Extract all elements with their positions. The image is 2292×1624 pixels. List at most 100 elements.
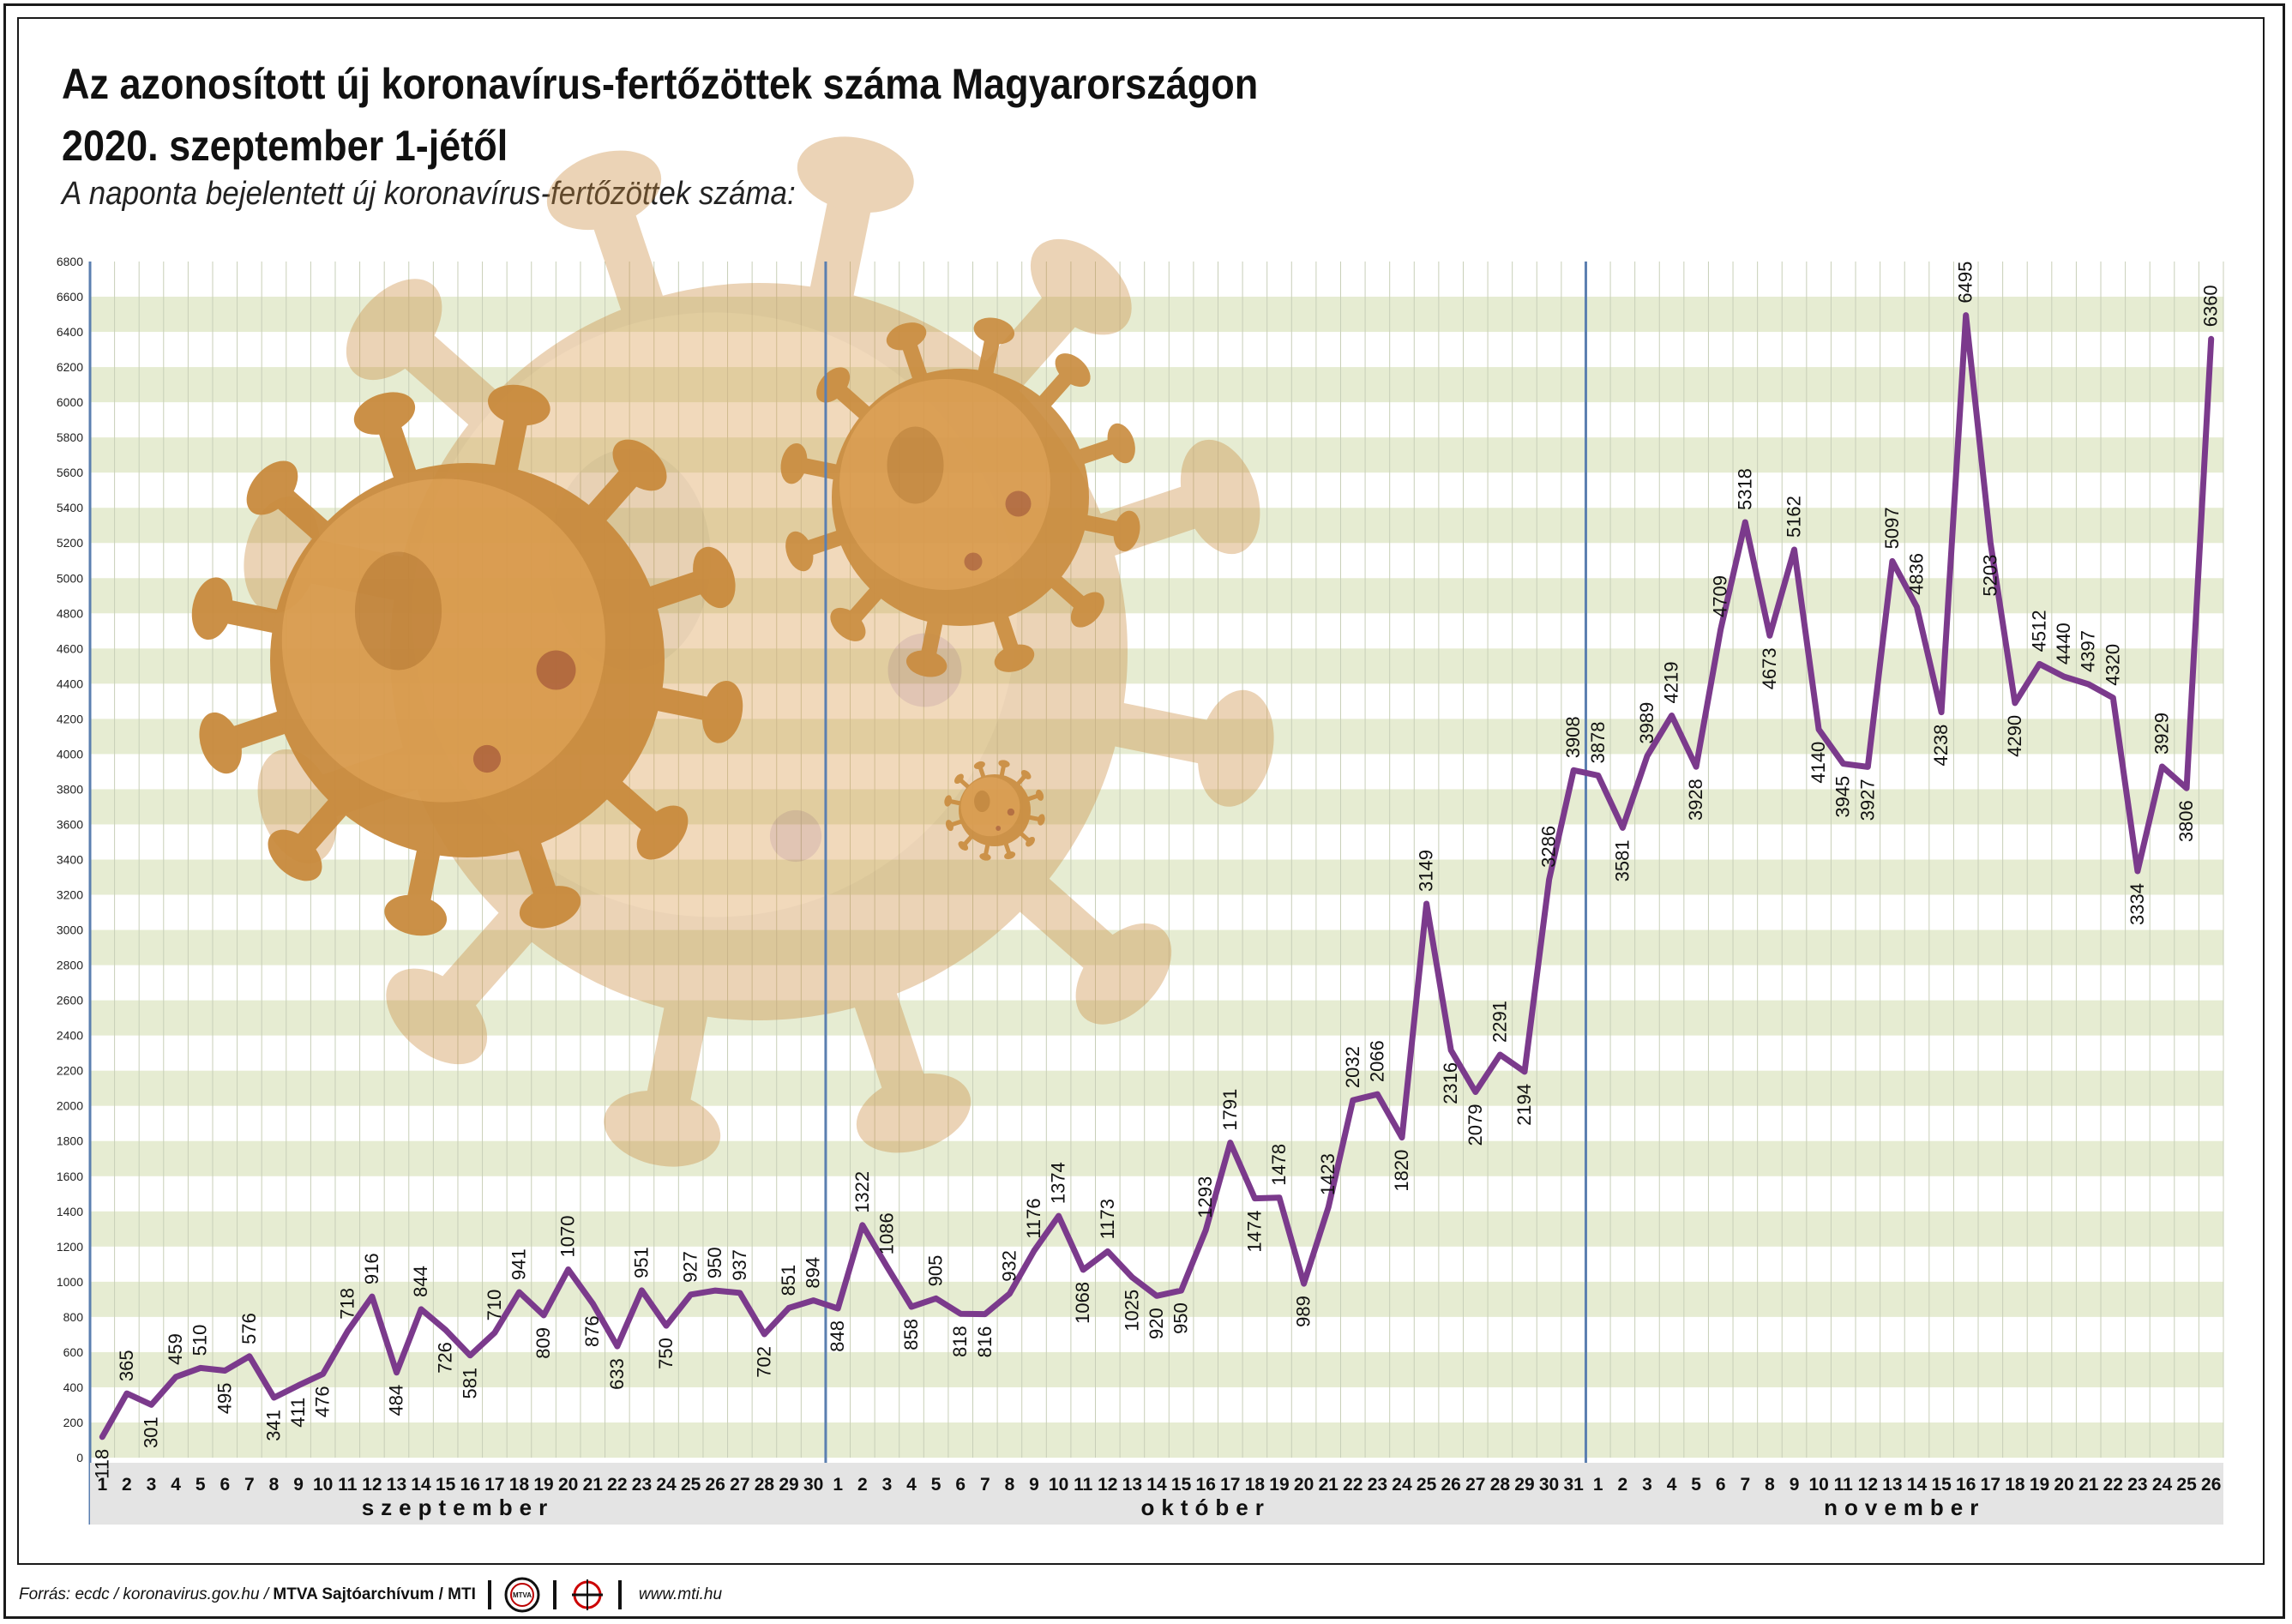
data-point bbox=[1963, 312, 1969, 318]
data-point bbox=[1988, 539, 1994, 545]
source-text: Forrás: ecdc / koronavirus.gov.hu / bbox=[19, 1585, 274, 1603]
data-point bbox=[1791, 547, 1797, 553]
chart-title-line2: 2020. szeptember 1-jétől bbox=[62, 122, 508, 170]
data-point bbox=[1154, 1293, 1159, 1299]
data-label: 818 bbox=[949, 1326, 971, 1357]
month-label: november bbox=[1824, 1495, 1985, 1520]
y-tick-label: 5000 bbox=[57, 571, 83, 585]
coronavirus-illustration-medium bbox=[780, 317, 1140, 677]
x-tick-label: 21 bbox=[1319, 1475, 1339, 1495]
data-label: 341 bbox=[262, 1410, 284, 1441]
virus-spot bbox=[1007, 808, 1015, 816]
data-point bbox=[664, 1323, 670, 1329]
data-point bbox=[2159, 763, 2165, 769]
data-label: 851 bbox=[778, 1265, 799, 1296]
data-point bbox=[737, 1290, 743, 1296]
data-label: 1423 bbox=[1317, 1153, 1339, 1195]
y-tick-label: 3000 bbox=[57, 923, 83, 937]
x-tick-label: 5 bbox=[196, 1475, 206, 1495]
data-label: 581 bbox=[459, 1368, 480, 1399]
x-tick-label: 15 bbox=[1931, 1475, 1952, 1495]
data-label: 2194 bbox=[1513, 1084, 1535, 1126]
data-label: 484 bbox=[385, 1385, 406, 1416]
data-label: 4440 bbox=[2053, 623, 2074, 665]
x-tick-label: 12 bbox=[1858, 1475, 1878, 1495]
data-point bbox=[884, 1264, 890, 1270]
x-tick-label: 8 bbox=[269, 1475, 280, 1495]
data-point bbox=[1178, 1288, 1184, 1294]
x-tick-label: 30 bbox=[803, 1475, 823, 1495]
data-point bbox=[1252, 1195, 1258, 1201]
y-tick-label: 1600 bbox=[57, 1170, 83, 1183]
virus-spot bbox=[472, 744, 502, 773]
x-tick-label: 26 bbox=[1441, 1475, 1460, 1495]
data-point bbox=[761, 1331, 767, 1337]
data-label: 876 bbox=[581, 1315, 603, 1347]
y-tick-label: 4000 bbox=[57, 747, 83, 761]
data-label: 710 bbox=[484, 1290, 505, 1321]
data-point bbox=[614, 1344, 620, 1350]
data-point bbox=[369, 1294, 375, 1300]
virus-spike bbox=[1051, 474, 1242, 568]
x-tick-label: 1 bbox=[833, 1475, 843, 1495]
virus-spike-tip bbox=[701, 680, 743, 743]
x-tick-label: 9 bbox=[293, 1475, 304, 1495]
virus-spike-tip bbox=[1004, 851, 1016, 860]
x-tick-label: 6 bbox=[1716, 1475, 1726, 1495]
x-tick-label: 7 bbox=[980, 1475, 990, 1495]
y-tick-label: 600 bbox=[63, 1345, 84, 1359]
data-label: 3989 bbox=[1636, 702, 1657, 744]
website-link[interactable]: www.mti.hu bbox=[638, 1585, 723, 1603]
data-label: 932 bbox=[998, 1250, 1020, 1282]
grid-band bbox=[90, 1140, 2223, 1176]
data-label: 1293 bbox=[1194, 1176, 1216, 1218]
data-point bbox=[1056, 1213, 1062, 1219]
virus-spike-tip bbox=[1070, 592, 1104, 628]
data-point bbox=[1276, 1194, 1282, 1200]
virus-spot bbox=[996, 826, 1002, 831]
data-point bbox=[1546, 876, 1552, 882]
chart-title-line1: Az azonosított új koronavírus-fertőzötte… bbox=[62, 60, 1259, 108]
data-point bbox=[1497, 1052, 1503, 1058]
virus-spike-tip bbox=[604, 1090, 721, 1167]
y-tick-label: 6000 bbox=[57, 395, 83, 409]
x-tick-label: 7 bbox=[1741, 1475, 1751, 1495]
agency-text: MTVA Sajtóarchívum / MTI bbox=[273, 1585, 476, 1603]
source-credit: Forrás: ecdc / koronavirus.gov.hu / MTVA… bbox=[19, 1585, 476, 1604]
data-label: 4238 bbox=[1930, 725, 1952, 767]
x-tick-label: 4 bbox=[1667, 1475, 1677, 1495]
data-point bbox=[909, 1303, 915, 1309]
y-axis: 0 200 400 600 800 1000 1200 1400 1600 1800 2000 220… bbox=[57, 255, 83, 1465]
data-point bbox=[1914, 604, 1920, 610]
virus-spike-tip bbox=[487, 384, 550, 426]
data-label: 718 bbox=[336, 1288, 358, 1320]
x-tick-label: 13 bbox=[1882, 1475, 1902, 1495]
x-tick-label: 14 bbox=[1146, 1475, 1167, 1495]
virus-spike-tip bbox=[612, 439, 667, 491]
x-tick-label: 18 bbox=[509, 1475, 530, 1495]
data-label: 2032 bbox=[1342, 1046, 1363, 1088]
data-label: 1173 bbox=[1097, 1199, 1118, 1239]
x-tick-label: 16 bbox=[1956, 1475, 1976, 1495]
data-label: 510 bbox=[189, 1325, 211, 1356]
x-tick-label: 19 bbox=[533, 1475, 553, 1495]
data-point bbox=[810, 1297, 816, 1303]
data-label: 726 bbox=[435, 1342, 456, 1374]
chart-frame bbox=[17, 17, 2265, 1565]
data-label: 848 bbox=[827, 1320, 848, 1352]
virus-spike-tip bbox=[1075, 923, 1172, 1025]
x-tick-label: 15 bbox=[436, 1475, 456, 1495]
data-point bbox=[1129, 1274, 1135, 1280]
data-label: 576 bbox=[238, 1313, 260, 1344]
virus-spot bbox=[887, 426, 944, 504]
data-point bbox=[713, 1288, 719, 1294]
virus-spike-tip bbox=[958, 841, 969, 851]
coronavirus-illustration-large bbox=[191, 384, 743, 936]
virus-spike-tip bbox=[1107, 423, 1135, 464]
data-label: 5203 bbox=[1979, 555, 2000, 597]
data-label: 459 bbox=[165, 1333, 186, 1365]
coronavirus-illustration bbox=[191, 136, 1274, 1167]
data-label: 3806 bbox=[2175, 800, 2197, 842]
x-tick-label: 16 bbox=[1196, 1475, 1216, 1495]
data-label: 476 bbox=[312, 1386, 334, 1417]
